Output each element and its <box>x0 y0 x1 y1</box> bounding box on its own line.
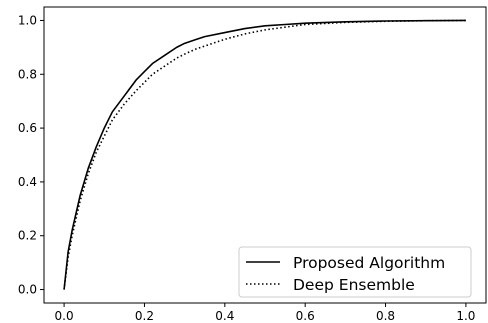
series-line-proposed-algorithm <box>63 19 466 290</box>
series-layer <box>63 19 466 290</box>
x-tick-label: 1.0 <box>456 309 475 323</box>
series-line-deep-ensemble <box>63 19 466 290</box>
y-tick-label: 0.8 <box>18 67 37 81</box>
x-tick-label: 0.8 <box>376 309 395 323</box>
legend-box <box>238 246 472 298</box>
y-tick-label: 0.0 <box>18 283 37 297</box>
y-tick-label: 1.0 <box>18 13 37 27</box>
y-tick-label: 0.2 <box>18 229 37 243</box>
x-tick-label: 0.2 <box>135 309 154 323</box>
axes-frame <box>43 6 487 304</box>
axes: 0.0 0.2 0.4 0.6 0.8 1.0 0.0 0.2 0.4 0.6 0.8 1.0 <box>18 6 487 323</box>
legend-label-proposed-algorithm: Proposed Algorithm <box>293 254 445 272</box>
legend: Proposed Algorithm Deep Ensemble <box>238 246 472 298</box>
x-tick-label: 0.6 <box>296 309 315 323</box>
legend-label-deep-ensemble: Deep Ensemble <box>293 276 415 294</box>
y-tick-label: 0.4 <box>18 175 37 189</box>
y-tick-label: 0.6 <box>18 121 37 135</box>
x-tick-label: 0.4 <box>215 309 234 323</box>
x-tick-label: 0.0 <box>55 309 74 323</box>
